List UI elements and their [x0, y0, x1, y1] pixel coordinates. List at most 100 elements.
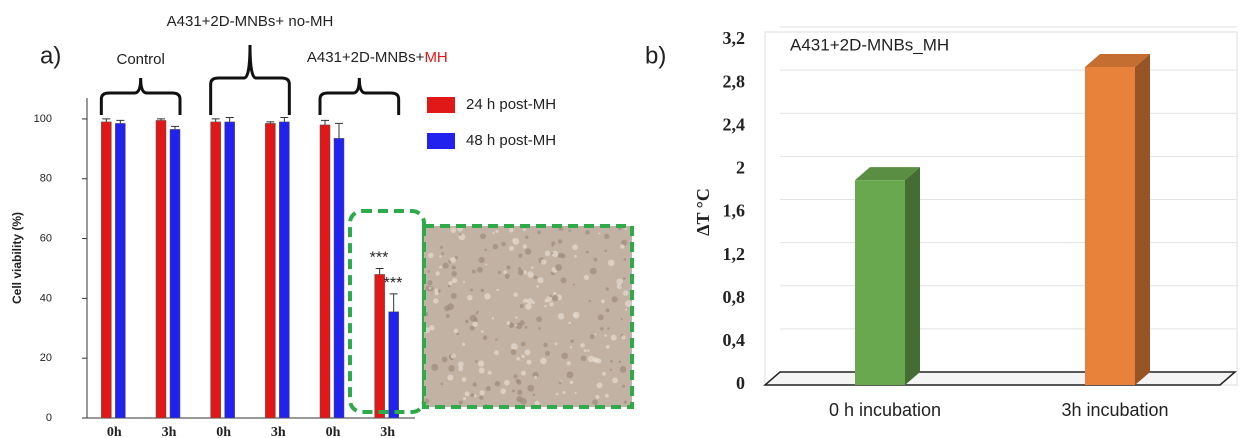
micrograph-cell — [479, 390, 485, 396]
x-tick-label: 0h — [107, 425, 122, 438]
group-label-highlight: MH — [424, 49, 447, 66]
micrograph-cell — [605, 308, 610, 313]
micrograph-cell — [428, 286, 432, 290]
micrograph-cell — [589, 334, 595, 340]
y-axis-label: ΔT °C — [693, 188, 713, 236]
y-tick-label: 1,2 — [723, 244, 746, 264]
micrograph-cell — [517, 269, 524, 276]
micrograph-cell — [549, 302, 554, 307]
y-tick-label: 0,4 — [723, 330, 746, 350]
micrograph-cell — [494, 380, 501, 387]
micrograph-cell — [525, 303, 532, 310]
micrograph-cell — [459, 233, 462, 236]
bar — [115, 123, 126, 419]
micrograph-cell — [494, 350, 499, 355]
micrograph-cell — [604, 233, 610, 240]
micrograph-cell — [536, 285, 539, 288]
micrograph-cell — [472, 321, 478, 327]
micrograph-cell — [610, 359, 613, 363]
group-label: A431+2D-MNBs+MH — [307, 49, 448, 66]
micrograph-cell — [504, 273, 510, 279]
micrograph-cell — [549, 294, 552, 298]
micrograph-cell — [623, 258, 627, 261]
micrograph-cell — [518, 253, 523, 258]
micrograph-cell — [544, 304, 547, 308]
micrograph-cell — [526, 359, 532, 365]
micrograph-cell — [568, 321, 571, 325]
y-tick-label: 100 — [34, 113, 52, 125]
micrograph-cell — [531, 266, 534, 269]
y-tick-label: 3,2 — [723, 28, 746, 48]
micrograph-cell — [461, 377, 467, 382]
y-tick-label: 80 — [40, 173, 52, 185]
micrograph-cell — [592, 399, 598, 406]
micrograph-cell — [538, 327, 541, 330]
micrograph-cell — [604, 334, 608, 337]
micrograph-cell — [481, 330, 484, 333]
legend-label: 24 h post-MH — [466, 96, 556, 113]
micrograph-cell — [495, 229, 499, 233]
error-bar — [280, 116, 289, 122]
micrograph-cell — [532, 393, 535, 397]
error-bar — [335, 122, 343, 139]
x-tick-label: 3h incubation — [1061, 400, 1168, 420]
micrograph-cell — [551, 244, 554, 247]
micrograph-cell — [450, 227, 457, 234]
error-bar — [266, 121, 275, 124]
micrograph-cell — [520, 341, 526, 347]
micrograph-cell — [515, 316, 518, 319]
micrograph-cell — [624, 227, 627, 231]
micrograph-cell — [434, 288, 439, 293]
micrograph-cell — [552, 295, 559, 302]
micrograph-cell — [478, 360, 485, 367]
x-tick-label: 0h — [326, 425, 341, 438]
micrograph-cell — [623, 277, 626, 280]
micrograph-cell — [527, 384, 535, 392]
micrograph-cell — [557, 239, 563, 244]
micrograph-cell — [431, 363, 439, 371]
micrograph-cell — [462, 280, 466, 283]
group-bracket — [209, 44, 291, 115]
micrograph-cell — [478, 367, 485, 374]
micrograph-cell — [510, 343, 518, 351]
micrograph-cell — [506, 265, 511, 270]
micrograph-cell — [495, 338, 498, 341]
legend-label: 48 h post-MH — [466, 132, 556, 149]
micrograph-cell — [513, 292, 519, 298]
micrograph-cell — [497, 270, 502, 274]
y-tick-label: 0 — [736, 373, 745, 393]
micrograph-cell — [572, 283, 575, 286]
micrograph-cell — [437, 289, 441, 293]
micrograph-cell — [625, 308, 628, 311]
micrograph-cell — [609, 368, 613, 371]
micrograph-cell — [492, 243, 499, 250]
micrograph-cell — [620, 317, 623, 321]
micrograph-cell — [580, 355, 587, 362]
micrograph-cell — [619, 366, 627, 373]
bar — [101, 121, 112, 419]
micrograph-cell — [533, 375, 538, 379]
micrograph-cell — [434, 291, 439, 296]
micrograph-cell — [616, 283, 623, 290]
micrograph-cell — [501, 241, 506, 247]
bar — [210, 121, 221, 419]
micrograph-cell — [607, 259, 615, 267]
micrograph-cell — [427, 270, 431, 273]
micrograph-cell — [435, 271, 440, 276]
micrograph-cell — [469, 325, 475, 331]
micrograph-cell — [600, 327, 604, 331]
micrograph-cell — [475, 312, 478, 315]
micrograph-cell — [568, 229, 572, 232]
micrograph-cell — [621, 384, 626, 388]
micrograph-cell — [515, 378, 520, 384]
micrograph-cell — [447, 374, 454, 381]
micrograph-cell — [610, 334, 617, 341]
micrograph-cell — [583, 274, 589, 281]
micrograph-cell — [588, 299, 591, 303]
micrograph-cell — [504, 379, 510, 386]
micrograph-cell — [593, 257, 598, 262]
micrograph-cell — [561, 352, 568, 360]
micrograph-cell — [585, 250, 589, 254]
micrograph-cell — [562, 391, 566, 394]
plot-frame — [764, 31, 1238, 386]
